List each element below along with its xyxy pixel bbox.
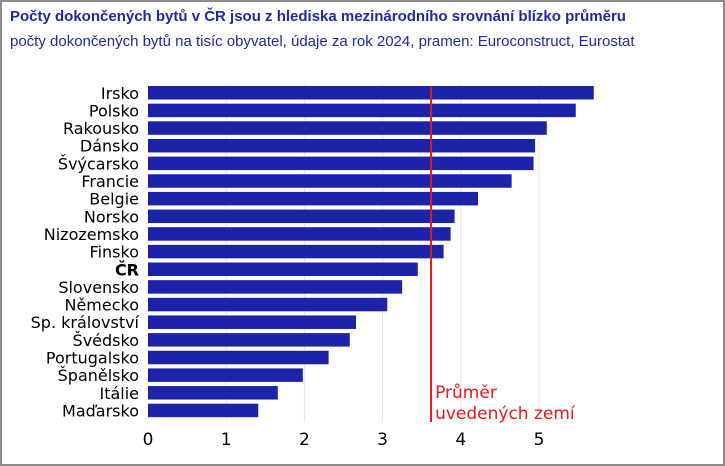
bar-1 <box>148 103 576 118</box>
bar-15 <box>148 350 329 365</box>
category-labels: IrskoPolskoRakouskoDánskoŠvýcarskoFranci… <box>31 84 140 421</box>
category-label-16: Španělsko <box>58 366 139 385</box>
x-tick-label-5: 5 <box>534 430 545 450</box>
bar-3 <box>148 138 536 153</box>
category-label-1: Polsko <box>89 101 139 120</box>
category-label-8: Nizozemsko <box>44 225 139 244</box>
category-label-18: Maďarsko <box>62 401 139 420</box>
category-label-0: Irsko <box>101 84 139 103</box>
bar-7 <box>148 209 455 224</box>
category-label-10: ČR <box>115 260 139 279</box>
category-label-4: Švýcarsko <box>58 154 139 173</box>
x-tick-label-1: 1 <box>221 430 232 450</box>
category-label-3: Dánsko <box>80 137 139 156</box>
bar-9 <box>148 244 444 259</box>
chart-title: Počty dokončených bytů v ČR jsou z hledi… <box>10 8 626 25</box>
category-label-9: Finsko <box>90 243 139 262</box>
reference-line-label-0: Průměr <box>435 383 497 403</box>
bar-6 <box>148 191 479 206</box>
chart-subtitle: počty dokončených bytů na tisíc obyvatel… <box>10 33 635 50</box>
category-label-11: Slovensko <box>58 278 139 297</box>
category-label-12: Německo <box>64 296 139 315</box>
category-label-17: Itálie <box>99 384 139 403</box>
bar-12 <box>148 297 388 312</box>
bars <box>148 86 594 418</box>
bar-18 <box>148 403 259 418</box>
category-label-5: Francie <box>81 172 139 191</box>
bar-17 <box>148 386 278 400</box>
category-label-2: Rakousko <box>63 119 139 138</box>
category-label-13: Sp. království <box>31 313 140 332</box>
x-tick-label-4: 4 <box>455 430 466 450</box>
bar-4 <box>148 156 534 171</box>
category-label-15: Portugalsko <box>46 349 139 368</box>
bar-0 <box>148 86 594 100</box>
bar-5 <box>148 174 512 188</box>
x-tick-label-2: 2 <box>299 430 310 450</box>
bar-16 <box>148 368 303 382</box>
bar-2 <box>148 121 547 135</box>
bar-11 <box>148 280 403 294</box>
x-tick-label-0: 0 <box>143 430 154 450</box>
bar-10 <box>148 262 418 276</box>
bar-13 <box>148 315 357 329</box>
bar-8 <box>148 227 451 241</box>
x-tick-labels: 0 1 2 3 4 5 <box>143 430 545 450</box>
x-tick-label-3: 3 <box>377 430 388 450</box>
bar-14 <box>148 333 350 347</box>
category-label-14: Švédsko <box>73 331 139 350</box>
category-label-7: Norsko <box>84 207 139 226</box>
category-label-6: Belgie <box>89 190 139 209</box>
reference-line-label-1: uvedených zemí <box>435 404 576 424</box>
